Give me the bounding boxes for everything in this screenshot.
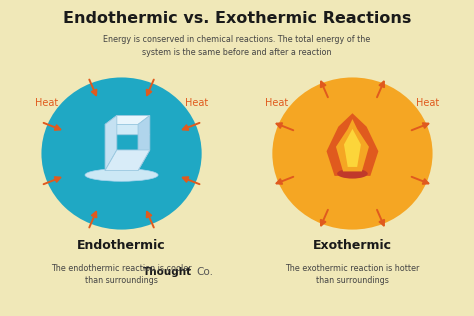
Ellipse shape	[85, 169, 158, 181]
Text: The exothermic reaction is hotter
than surroundings: The exothermic reaction is hotter than s…	[285, 264, 419, 285]
Text: Heat: Heat	[185, 98, 209, 108]
Text: Endothermic: Endothermic	[77, 239, 166, 252]
Text: Heat: Heat	[35, 98, 58, 108]
Text: Co.: Co.	[196, 267, 213, 277]
Text: Heat: Heat	[265, 98, 289, 108]
Polygon shape	[105, 115, 117, 171]
Polygon shape	[105, 125, 150, 135]
Text: Heat: Heat	[416, 98, 439, 108]
Ellipse shape	[273, 77, 433, 230]
Text: Endothermic vs. Exothermic Reactions: Endothermic vs. Exothermic Reactions	[63, 11, 411, 26]
Polygon shape	[138, 115, 150, 171]
Polygon shape	[336, 119, 369, 171]
Polygon shape	[327, 113, 378, 176]
Text: Exothermic: Exothermic	[313, 239, 392, 252]
Ellipse shape	[337, 169, 368, 179]
Polygon shape	[344, 129, 361, 167]
Polygon shape	[105, 150, 150, 171]
Text: Thought: Thought	[143, 267, 192, 277]
Text: The endothermic reaction is cooler
than surroundings: The endothermic reaction is cooler than …	[51, 264, 192, 285]
Ellipse shape	[41, 77, 201, 230]
Text: Energy is conserved in chemical reactions. The total energy of the
system is the: Energy is conserved in chemical reaction…	[103, 35, 371, 57]
Polygon shape	[105, 115, 150, 125]
